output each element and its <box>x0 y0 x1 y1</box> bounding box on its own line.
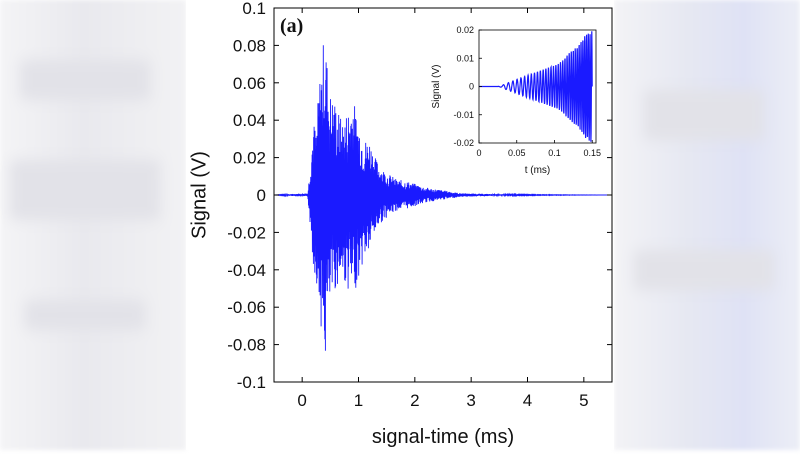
blurred-background-right <box>614 0 800 450</box>
inset-y-tick-label: 0.02 <box>456 25 474 35</box>
panel-label: (a) <box>280 15 303 37</box>
main-x-axis-label: signal-time (ms) <box>372 426 514 448</box>
inset-y-tick-label: 0.01 <box>456 53 474 63</box>
inset-y-tick-label: 0 <box>469 82 474 92</box>
blurred-block <box>10 160 160 220</box>
blurred-background-left <box>0 0 186 450</box>
inset-y-tick-label: -0.02 <box>453 138 474 148</box>
inset-x-tick-label: 0.05 <box>508 148 526 158</box>
main-x-tick-label: 5 <box>579 391 588 410</box>
inset-x-axis-label: t (ms) <box>525 165 551 176</box>
main-y-tick-label: -0.02 <box>227 223 266 242</box>
inset-y-axis-label: Signal (V) <box>431 65 442 109</box>
main-y-ticks: -0.1-0.08-0.06-0.04-0.0200.020.040.060.0… <box>227 0 612 392</box>
main-y-tick-label: 0 <box>257 186 266 205</box>
main-y-axis-label: Signal (V) <box>188 151 210 239</box>
main-y-tick-label: 0.04 <box>233 111 266 130</box>
blurred-block <box>25 300 145 330</box>
main-x-tick-label: 3 <box>466 391 475 410</box>
main-y-tick-label: 0.06 <box>233 74 266 93</box>
main-y-tick-label: 0.02 <box>233 149 266 168</box>
main-x-ticks: 0 1 2 3 4 5 <box>297 8 589 410</box>
blurred-block <box>634 250 774 290</box>
main-x-tick-label: 0 <box>297 391 306 410</box>
main-y-tick-label: -0.1 <box>237 373 266 392</box>
blurred-block <box>20 60 150 100</box>
main-y-tick-label: -0.08 <box>227 336 266 355</box>
main-y-tick-label: 0.1 <box>242 0 266 18</box>
main-y-tick-label: -0.06 <box>227 298 266 317</box>
main-x-tick-label: 2 <box>410 391 419 410</box>
inset-signal-line <box>479 31 593 142</box>
main-y-tick-label: 0.08 <box>233 36 266 55</box>
inset-x-tick-label: 0.15 <box>583 148 601 158</box>
inset-y-ticks: -0.02 -0.01 0 0.01 0.02 <box>453 25 482 148</box>
main-x-tick-label: 1 <box>354 391 363 410</box>
blurred-block <box>644 90 764 140</box>
main-x-tick-label: 4 <box>523 391 532 410</box>
inset-x-tick-label: 0 <box>476 148 481 158</box>
inset-x-ticks: 0 0.05 0.1 0.15 <box>476 140 601 158</box>
inset-y-tick-label: -0.01 <box>453 110 474 120</box>
inset-x-tick-label: 0.1 <box>548 148 561 158</box>
main-signal-line <box>274 45 612 351</box>
main-y-tick-label: -0.04 <box>227 261 266 280</box>
